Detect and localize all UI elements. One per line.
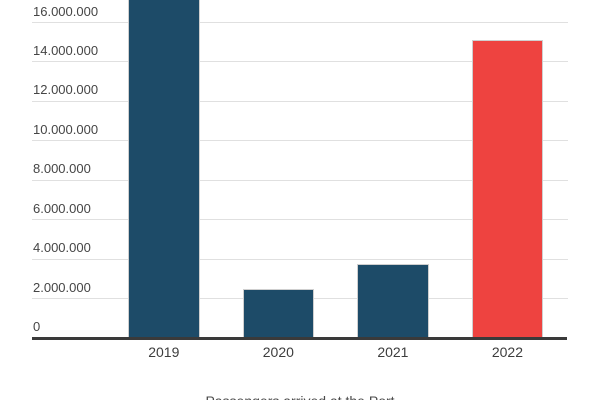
y-axis-tick-label: 4.000.000 (33, 240, 91, 256)
bar-2022[interactable] (471, 40, 544, 338)
y-axis-tick-label: 12.000.000 (33, 82, 99, 98)
x-axis-line (32, 337, 567, 340)
x-axis-label-2019: 2019 (148, 344, 180, 360)
y-axis-tick-label: 6.000.000 (33, 200, 91, 216)
gridline-6.000.000 (32, 219, 568, 221)
gridline-14.000.000 (32, 61, 568, 63)
gridline-16.000.000 (32, 22, 568, 23)
y-axis-tick-label: 10.000.000 (33, 121, 99, 137)
bar-2020[interactable] (242, 288, 315, 338)
x-axis-label-2022: 2022 (491, 344, 524, 360)
x-axis-label-2021: 2021 (377, 344, 409, 360)
y-axis-tick-label: 14.000.000 (33, 42, 99, 58)
y-axis-tick-label: 2.000.000 (33, 279, 91, 295)
gridline-8.000.000 (32, 179, 568, 181)
gridline-10.000.000 (32, 140, 568, 142)
x-axis-label-2020: 2020 (262, 344, 294, 360)
gridline-4.000.000 (32, 258, 568, 260)
y-axis-tick-label: 8.000.000 (33, 161, 91, 177)
bar-2021[interactable] (357, 264, 429, 338)
gridline-12.000.000 (32, 100, 568, 102)
y-axis-tick-label: 0 (33, 319, 41, 334)
y-axis-tick-label: 16.000.000 (33, 3, 99, 19)
chart-caption: Passengers arrived at the Port (0, 393, 600, 400)
bar-2019[interactable] (128, 0, 200, 338)
